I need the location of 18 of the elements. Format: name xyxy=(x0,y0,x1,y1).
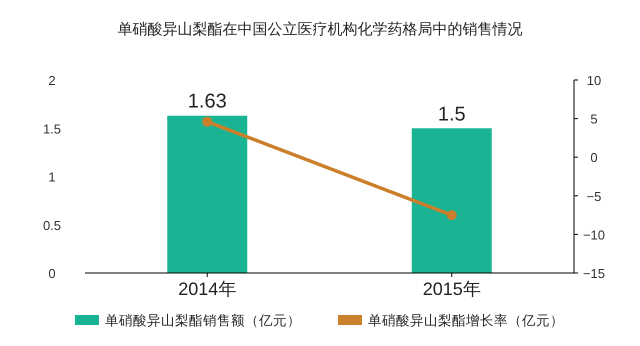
y2-tick-label: −10 xyxy=(582,227,606,242)
y-tick-label: 1.5 xyxy=(42,121,62,136)
y2-tick-label: 0 xyxy=(590,150,598,166)
x-tick-label: 2014年 xyxy=(178,279,236,299)
y-tick-label: 0.5 xyxy=(42,218,62,233)
y2-tick-label: −15 xyxy=(582,266,606,281)
x-tick-label: 2015年 xyxy=(422,279,481,299)
chart-title: 单硝酸异山梨酯在中国公立医疗机构化学药格局中的销售情况 xyxy=(118,21,522,38)
y2-tick-label: 10 xyxy=(586,73,602,88)
data-label: 1.5 xyxy=(438,103,466,126)
y2-tick-label: 5 xyxy=(590,112,598,127)
legend-label: 单硝酸异山梨酯增长率（亿元） xyxy=(368,313,564,328)
y-tick-label: 0 xyxy=(48,266,56,281)
y-tick-label: 2 xyxy=(48,73,56,88)
legend-label: 单硝酸异山梨酯销售额（亿元） xyxy=(105,313,301,328)
y2-tick-label: −5 xyxy=(586,188,602,204)
y-tick-label: 1 xyxy=(48,170,56,184)
data-label: 1.63 xyxy=(188,90,227,113)
